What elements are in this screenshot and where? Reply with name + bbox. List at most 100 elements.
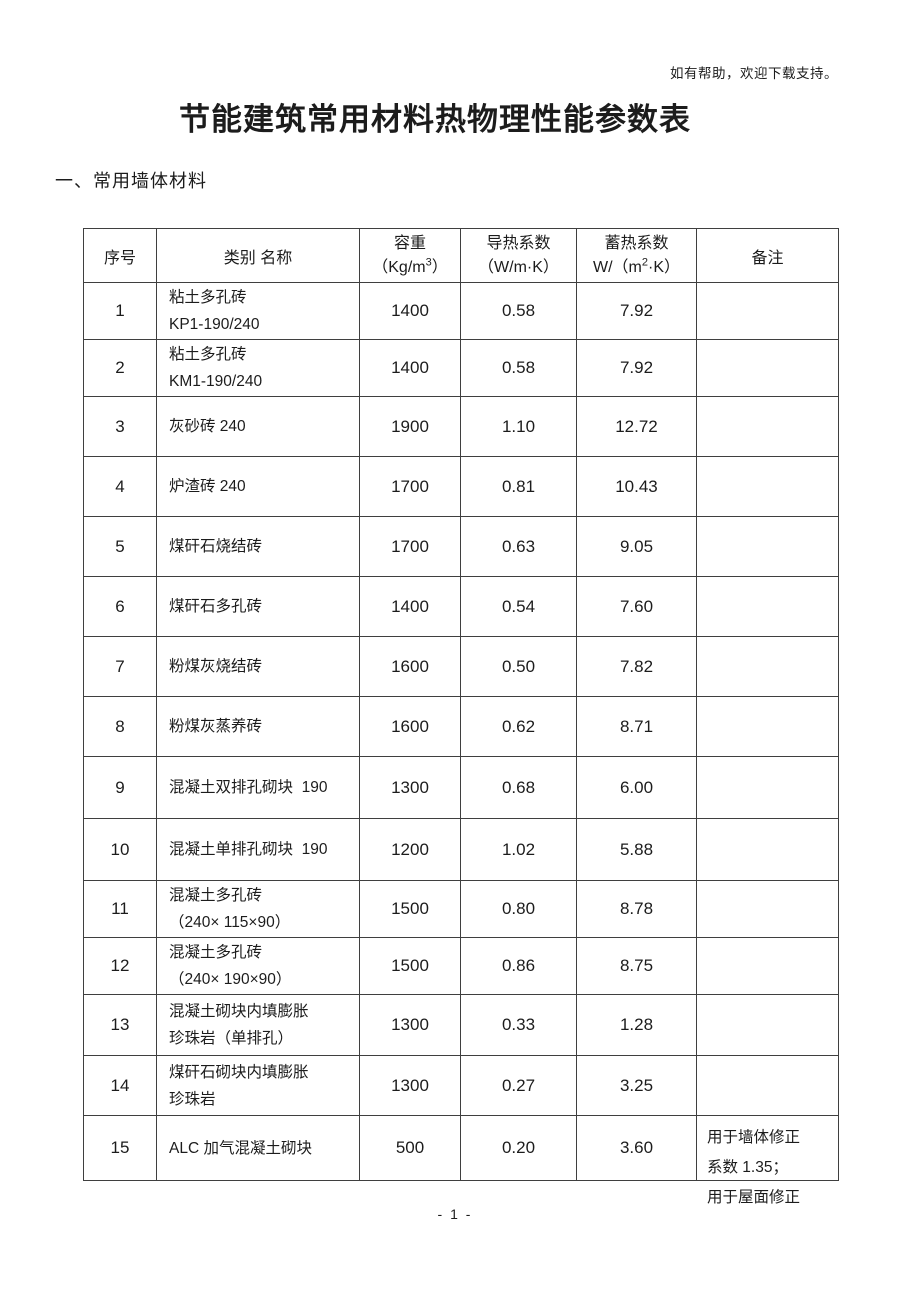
storage-value: 10.43 [576,456,697,517]
table-row: 10 混凝土单排孔砌块 190 1200 1.02 5.88 [83,818,839,881]
conductivity-value: 0.58 [460,339,577,397]
material-name: 粘土多孔砖 KM1-190/240 [156,339,360,397]
density-header-unit: （Kg/m3） [372,256,448,276]
top-note: 如有帮助，欢迎下载支持。 [670,66,838,81]
row-index: 9 [83,756,157,819]
table-row: 6 煤矸石多孔砖 1400 0.54 7.60 [83,576,839,637]
material-name-line: 混凝土多孔砖 [169,944,263,961]
table-row: 14 煤矸石砌块内填膨胀 珍珠岩 1300 0.27 3.25 [83,1055,839,1116]
row-index: 11 [83,880,157,938]
density-value: 1400 [359,282,461,340]
remark-cell [696,1055,839,1116]
conductivity-value: 0.86 [460,937,577,995]
storage-value: 12.72 [576,396,697,457]
material-name-line: 混凝土多孔砖 [169,887,263,904]
row-index: 14 [83,1055,157,1116]
density-value: 1500 [359,880,461,938]
conductivity-header-line1: 导热系数 [486,234,551,252]
density-value: 1600 [359,636,461,697]
remark-cell [696,994,839,1056]
conductivity-value: 1.02 [460,818,577,881]
conductivity-value: 0.80 [460,880,577,938]
remark-line: 用于屋面修正 [707,1189,801,1206]
density-value: 1700 [359,456,461,517]
material-name: 粉煤灰烧结砖 [156,636,360,697]
material-name: 炉渣砖 240 [156,456,360,517]
material-name-line: 混凝土单排孔砌块 190 [169,841,328,858]
material-name: 煤矸石多孔砖 [156,576,360,637]
col-header-index: 序号 [83,228,157,283]
material-name-line: （240× 115×90） [169,914,291,931]
row-index: 13 [83,994,157,1056]
table-row: 13 混凝土砌块内填膨胀 珍珠岩（单排孔） 1300 0.33 1.28 [83,994,839,1056]
storage-value: 5.88 [576,818,697,881]
storage-value: 7.92 [576,339,697,397]
table-header-row: 序号 类别 名称 容重 （Kg/m3） 导热系数 （W/m·K） 蓄热系数 W/… [83,228,839,283]
remark-line: 用于墙体修正 [707,1129,801,1146]
density-value: 1400 [359,576,461,637]
remark-text: 用于墙体修正 系数 1.35； 用于屋面修正 [707,1123,836,1213]
density-value: 1400 [359,339,461,397]
remark-cell [696,456,839,517]
row-index: 8 [83,696,157,757]
row-index: 5 [83,516,157,577]
storage-value: 1.28 [576,994,697,1056]
material-name-line: ALC 加气混凝土砌块 [169,1139,312,1157]
material-name: 粘土多孔砖 KP1-190/240 [156,282,360,340]
col-header-remark-label: 备注 [751,249,784,267]
row-index: 12 [83,937,157,995]
density-header-line1: 容重 [393,234,426,252]
conductivity-value: 0.58 [460,282,577,340]
material-name: 混凝土砌块内填膨胀 珍珠岩（单排孔） [156,994,360,1056]
storage-value: 7.82 [576,636,697,697]
col-header-storage: 蓄热系数 W/（m2·K） [576,228,697,283]
col-header-conductivity: 导热系数 （W/m·K） [460,228,577,283]
remark-cell [696,636,839,697]
remark-line: 系数 1.35； [707,1159,788,1176]
row-index: 2 [83,339,157,397]
material-name-line: 粘土多孔砖 [169,289,247,306]
material-name: 煤矸石砌块内填膨胀 珍珠岩 [156,1055,360,1116]
materials-table: 序号 类别 名称 容重 （Kg/m3） 导热系数 （W/m·K） 蓄热系数 W/… [83,228,839,1206]
density-value: 1700 [359,516,461,577]
storage-value: 9.05 [576,516,697,577]
remark-cell [696,696,839,757]
material-name: 混凝土单排孔砌块 190 [156,818,360,881]
conductivity-value: 0.63 [460,516,577,577]
storage-header-unit: W/（m2·K） [592,256,681,276]
storage-value: 3.60 [576,1115,697,1181]
conductivity-value: 0.62 [460,696,577,757]
col-header-name-label: 类别 名称 [223,249,293,267]
col-header-index-label: 序号 [103,249,136,267]
conductivity-value: 0.20 [460,1115,577,1181]
conductivity-header-unit: （W/m·K） [478,258,559,276]
table-row: 11 混凝土多孔砖 （240× 115×90） 1500 0.80 8.78 [83,880,839,938]
remark-cell [696,396,839,457]
remark-cell [696,818,839,881]
table-row: 8 粉煤灰蒸养砖 1600 0.62 8.71 [83,696,839,757]
storage-value: 8.75 [576,937,697,995]
row-index: 6 [83,576,157,637]
material-name-line: 珍珠岩（单排孔） [169,1030,294,1047]
remark-cell [696,282,839,340]
density-value: 1300 [359,756,461,819]
conductivity-value: 0.50 [460,636,577,697]
material-name: 混凝土多孔砖 （240× 190×90） [156,937,360,995]
col-header-density: 容重 （Kg/m3） [359,228,461,283]
col-header-remark: 备注 [696,228,839,283]
row-index: 15 [83,1115,157,1181]
table-row: 2 粘土多孔砖 KM1-190/240 1400 0.58 7.92 [83,339,839,397]
material-name-line: KM1-190/240 [169,373,263,390]
material-name-line: 煤矸石烧结砖 [169,538,263,555]
material-name-line: 煤矸石砌块内填膨胀 [169,1063,309,1081]
material-name-line: 珍珠岩 [169,1090,216,1108]
storage-value: 3.25 [576,1055,697,1116]
material-name-line: KP1-190/240 [169,316,260,333]
storage-value: 7.92 [576,282,697,340]
material-name-line: 粉煤灰烧结砖 [169,658,263,675]
material-name: 混凝土多孔砖 （240× 115×90） [156,880,360,938]
material-name: 灰砂砖 240 [156,396,360,457]
remark-cell [696,516,839,577]
remark-cell [696,937,839,995]
